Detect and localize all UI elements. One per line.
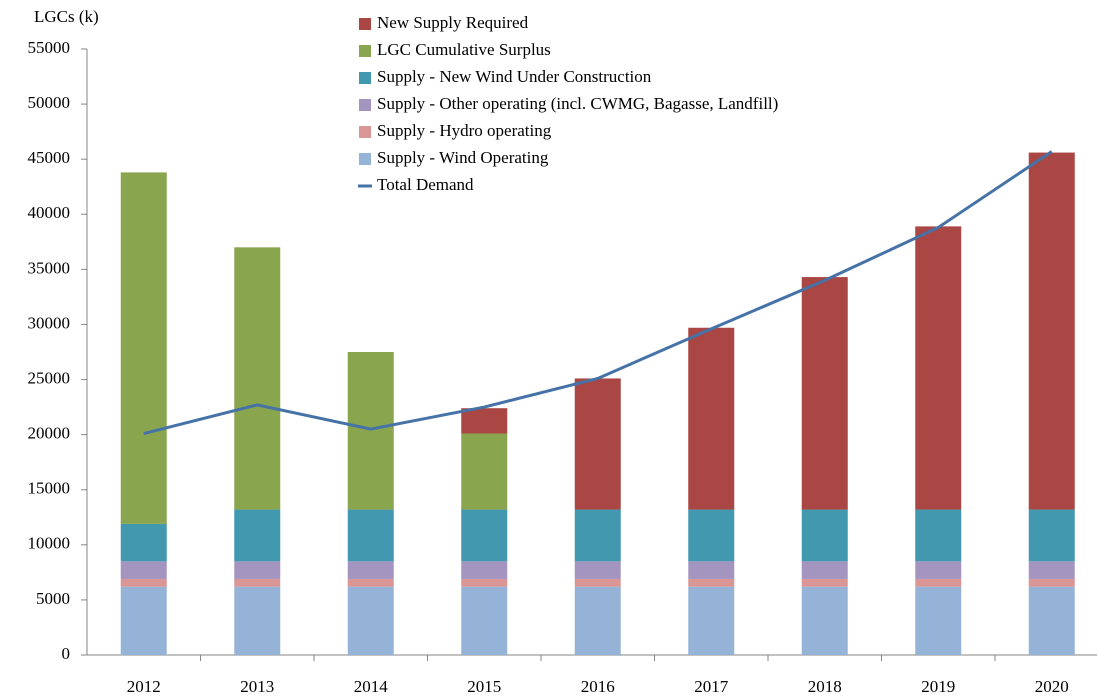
bar-segment xyxy=(1028,561,1075,579)
bar-segment xyxy=(801,586,848,655)
bar-segment xyxy=(347,509,394,562)
x-tick-label: 2015 xyxy=(467,677,501,696)
bar-segment xyxy=(234,578,281,587)
y-tick-label: 40000 xyxy=(28,203,71,222)
legend-swatch xyxy=(359,45,371,57)
legend-label: Supply - Hydro operating xyxy=(377,121,552,140)
y-tick-label: 5000 xyxy=(36,589,70,608)
bar-segment xyxy=(461,408,508,434)
legend-label: Supply - Other operating (incl. CWMG, Ba… xyxy=(377,94,778,113)
legend-label: New Supply Required xyxy=(377,13,529,32)
legend-label: Supply - Wind Operating xyxy=(377,148,549,167)
bar-segment xyxy=(347,578,394,587)
bar-segment xyxy=(120,578,167,587)
bar-segment xyxy=(574,578,621,587)
x-tick-label: 2014 xyxy=(354,677,389,696)
bar-segment xyxy=(688,578,735,587)
bar-segment xyxy=(801,509,848,562)
bar-segment xyxy=(1028,509,1075,562)
x-tick-label: 2018 xyxy=(808,677,842,696)
bar-segment xyxy=(1028,152,1075,510)
x-tick-label: 2012 xyxy=(127,677,161,696)
legend-label: Total Demand xyxy=(377,175,474,194)
legend-label: Supply - New Wind Under Construction xyxy=(377,67,652,86)
bar-segment xyxy=(574,378,621,510)
y-tick-label: 35000 xyxy=(28,258,71,277)
legend-label: LGC Cumulative Surplus xyxy=(377,40,551,59)
demand-line xyxy=(143,150,1053,435)
y-tick-label: 30000 xyxy=(28,313,71,332)
bar-segment xyxy=(120,523,167,562)
bar-segment xyxy=(461,586,508,655)
legend-swatch xyxy=(359,72,371,84)
bar-segment xyxy=(461,433,508,510)
bar-segment xyxy=(574,561,621,579)
bar-segment xyxy=(915,509,962,562)
legend-swatch xyxy=(359,18,371,30)
bar-segment xyxy=(574,586,621,655)
bar-segment xyxy=(1028,586,1075,655)
bar-segment xyxy=(461,578,508,587)
y-axis-label: LGCs (k) xyxy=(34,7,99,26)
bar-segment xyxy=(461,561,508,579)
legend-swatch xyxy=(359,99,371,111)
bar-segment xyxy=(120,586,167,655)
bar-segment xyxy=(120,172,167,524)
bar-segment xyxy=(120,561,167,579)
y-tick-label: 25000 xyxy=(28,368,71,387)
bar-segment xyxy=(688,561,735,579)
bar-segment xyxy=(234,509,281,562)
bar-segment xyxy=(574,509,621,562)
bar-segment xyxy=(347,586,394,655)
bar-segment xyxy=(915,586,962,655)
x-tick-label: 2013 xyxy=(240,677,274,696)
y-tick-label: 10000 xyxy=(28,534,71,553)
bar-segment xyxy=(1028,578,1075,587)
x-tick-label: 2020 xyxy=(1035,677,1069,696)
bar-segment xyxy=(234,561,281,579)
x-tick-label: 2017 xyxy=(694,677,729,696)
bar-segment xyxy=(801,277,848,510)
bar-segment xyxy=(915,226,962,510)
bar-segment xyxy=(234,586,281,655)
y-tick-label: 45000 xyxy=(28,148,71,167)
y-tick-label: 15000 xyxy=(28,479,71,498)
legend-swatch xyxy=(359,153,371,165)
y-tick-label: 20000 xyxy=(28,424,71,443)
y-tick-label: 50000 xyxy=(28,93,71,112)
bar-segment xyxy=(801,578,848,587)
x-tick-label: 2016 xyxy=(581,677,615,696)
y-tick-label: 55000 xyxy=(28,38,71,57)
y-tick-label: 0 xyxy=(62,644,71,663)
bar-segment xyxy=(347,352,394,510)
bar-segment xyxy=(688,509,735,562)
bar-segment xyxy=(461,509,508,562)
bar-segment xyxy=(915,561,962,579)
x-tick-label: 2019 xyxy=(921,677,955,696)
bar-segment xyxy=(234,247,281,510)
legend-swatch xyxy=(359,126,371,138)
bar-segment xyxy=(801,561,848,579)
bar-segment xyxy=(347,561,394,579)
bar-segment xyxy=(915,578,962,587)
bar-segment xyxy=(688,586,735,655)
bar-segment xyxy=(688,327,735,510)
